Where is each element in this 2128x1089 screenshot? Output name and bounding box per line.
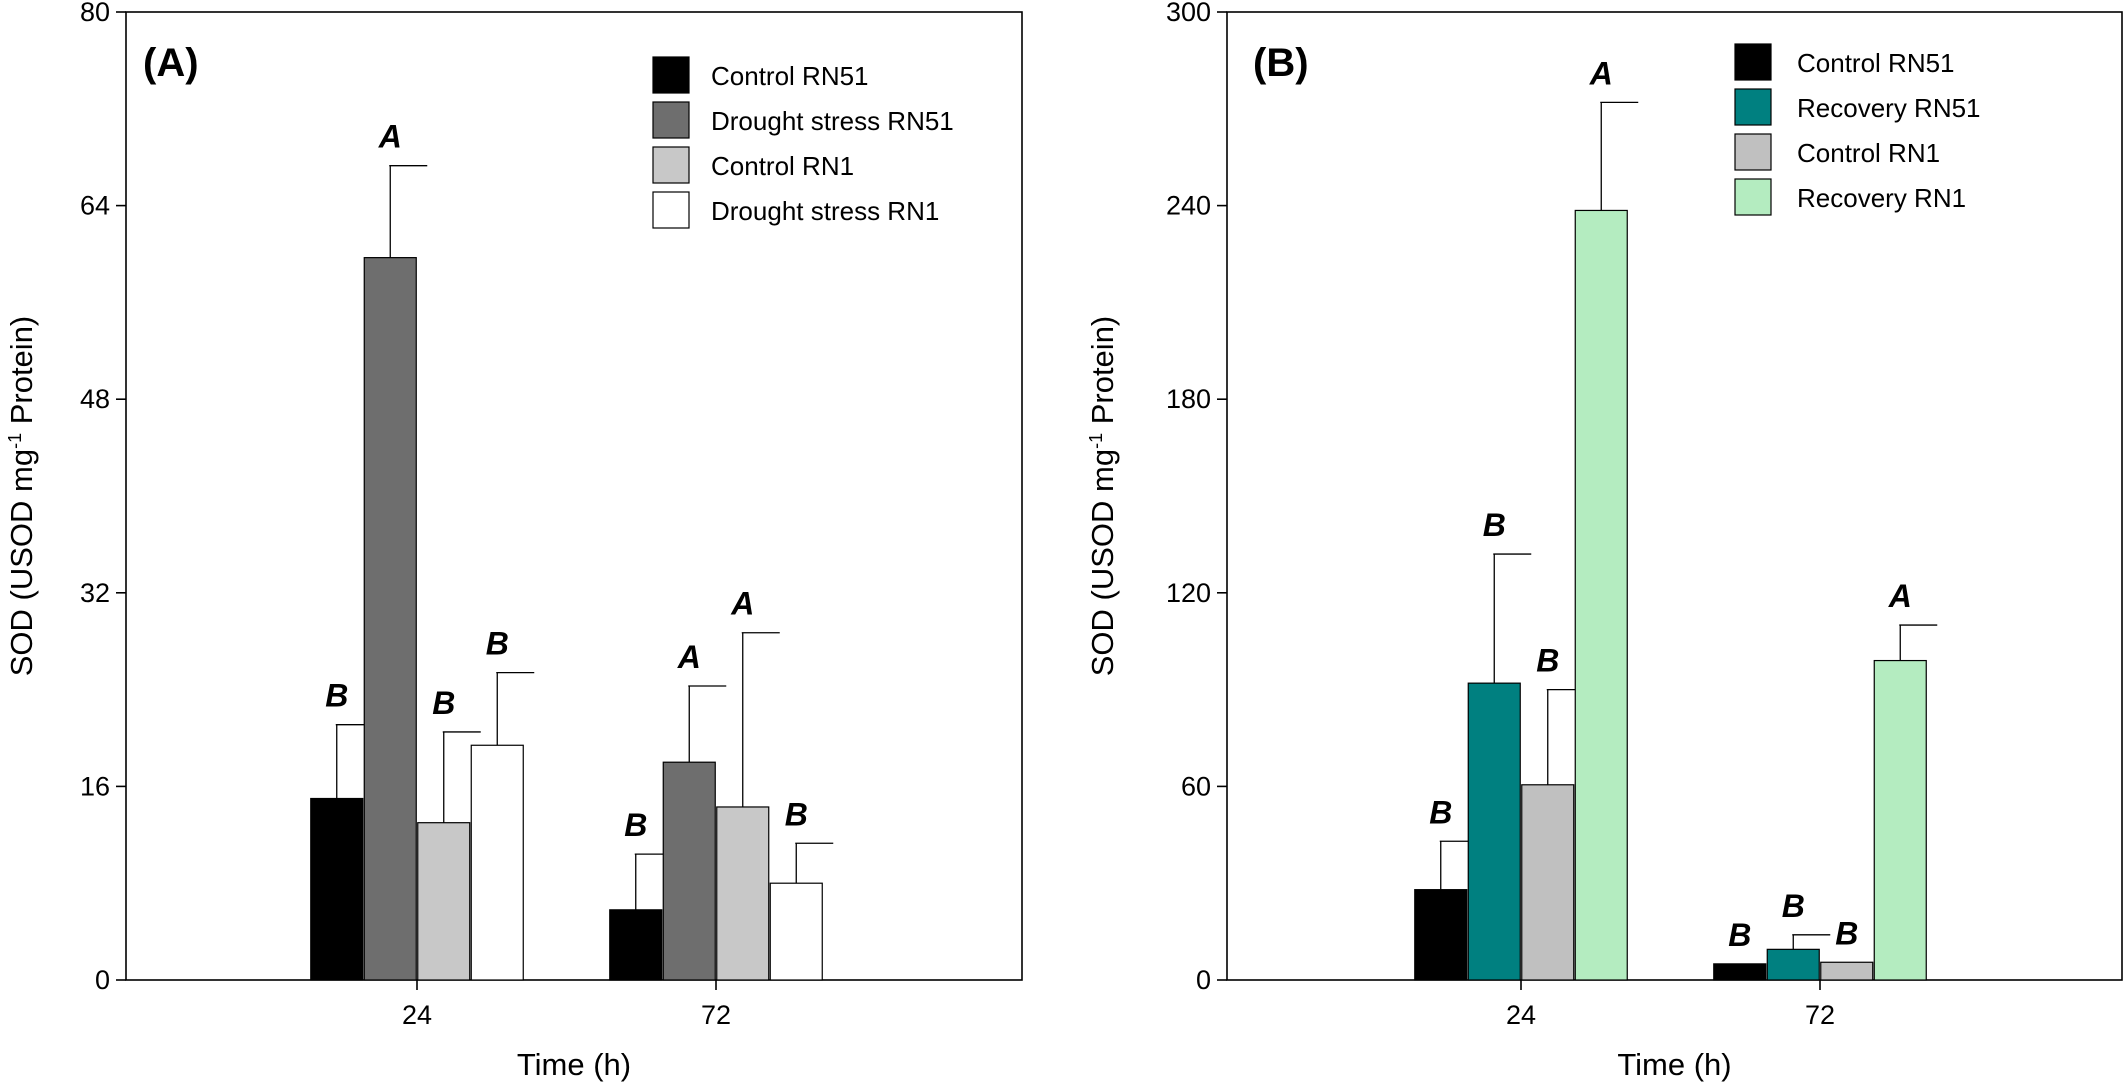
significance-letter: A [1888, 578, 1912, 614]
bar [662, 761, 716, 981]
y-tick-label: 64 [80, 191, 110, 221]
y-tick-label: 240 [1166, 191, 1211, 221]
y-tick-label: 0 [95, 965, 110, 995]
legend-label: Recovery RN51 [1797, 93, 1981, 123]
legend-label: Drought stress RN1 [711, 196, 939, 226]
legend: Control RN51 Recovery RN51 Control RN1 Reco… [1734, 43, 1981, 216]
legend-swatch [1734, 43, 1772, 81]
y-tick-label: 60 [1181, 771, 1211, 801]
legend-swatch [1734, 88, 1772, 126]
x-tick-label: 24 [1506, 1000, 1536, 1030]
y-tick-label: 32 [80, 578, 110, 608]
legend-label: Control RN1 [1797, 138, 1940, 168]
significance-letter: B [325, 678, 348, 714]
bar [310, 797, 364, 981]
significance-letter: A [378, 119, 402, 155]
y-tick-label: 300 [1166, 0, 1211, 27]
bar [609, 909, 663, 981]
panel-label: (B) [1253, 41, 1309, 85]
legend-label: Drought stress RN51 [711, 106, 954, 136]
legend-label: Control RN51 [711, 61, 869, 91]
bar [1467, 682, 1521, 981]
legend-swatch [652, 56, 690, 94]
legend-label: Control RN1 [711, 151, 854, 181]
legend-swatch [652, 146, 690, 184]
bar [417, 822, 471, 981]
legend-label: Recovery RN1 [1797, 183, 1966, 213]
y-tick-label: 16 [80, 771, 110, 801]
bar [1766, 948, 1820, 981]
x-tick-label: 72 [701, 1000, 731, 1030]
y-tick-label: 48 [80, 384, 110, 414]
significance-letter: A [730, 586, 754, 622]
bar [1574, 209, 1628, 981]
legend-label: Control RN51 [1797, 48, 1955, 78]
bar [1873, 659, 1927, 981]
significance-letter: B [624, 807, 647, 843]
significance-letter: A [677, 639, 701, 675]
significance-letter: B [1728, 917, 1751, 953]
bar [716, 806, 770, 981]
significance-letter: B [785, 796, 808, 832]
legend-swatch [652, 101, 690, 139]
bar [1521, 784, 1575, 981]
bar [1414, 889, 1468, 981]
y-axis-title: SOD (USOD mg-1 Protein) [1085, 316, 1120, 677]
significance-letter: B [1536, 643, 1559, 679]
x-axis-title: Time (h) [517, 1047, 631, 1082]
plot-frame [125, 11, 1023, 981]
y-tick-label: 0 [1196, 965, 1211, 995]
y-tick-label: 80 [80, 0, 110, 27]
legend-swatch [1734, 178, 1772, 216]
y-tick-label: 120 [1166, 578, 1211, 608]
bar [769, 882, 823, 981]
x-tick-label: 72 [1805, 1000, 1835, 1030]
bar [1820, 961, 1874, 981]
significance-letter: B [1782, 888, 1805, 924]
significance-letter: B [486, 626, 509, 662]
bar [1713, 963, 1767, 981]
panel-label: (A) [143, 41, 199, 85]
bar [470, 744, 524, 981]
significance-letter: A [1589, 55, 1613, 91]
plot-frame [1226, 11, 2123, 981]
legend-swatch [652, 191, 690, 229]
x-axis-title: Time (h) [1617, 1047, 1731, 1082]
legend: Control RN51 Drought stress RN51 Control R… [652, 56, 954, 229]
bar [363, 257, 417, 981]
significance-letter: B [1429, 794, 1452, 830]
x-tick-label: 24 [402, 1000, 432, 1030]
significance-letter: B [1483, 507, 1506, 543]
y-tick-label: 180 [1166, 384, 1211, 414]
legend-swatch [1734, 133, 1772, 171]
y-axis-title: SOD (USOD mg-1 Protein) [4, 316, 39, 677]
significance-letter: B [1835, 915, 1858, 951]
significance-letter: B [432, 685, 455, 721]
